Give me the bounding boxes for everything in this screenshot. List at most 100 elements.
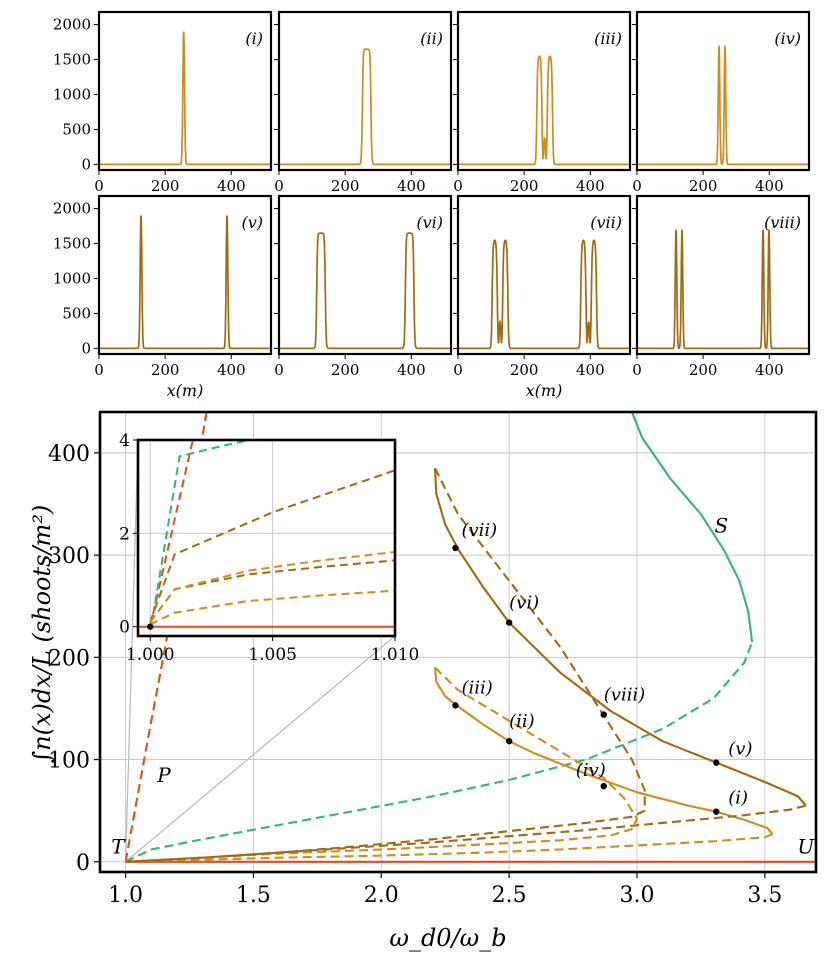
inset-bg <box>138 440 395 636</box>
panel-frame <box>635 194 811 356</box>
series-3 <box>125 641 754 863</box>
marker-label: (ii) <box>509 711 535 732</box>
x-tick-label: 400 <box>397 361 426 379</box>
marker-v <box>713 759 720 766</box>
x-tick-label: 0 <box>453 361 463 379</box>
density-curve <box>637 45 809 166</box>
y-tick-label: 300 <box>48 544 90 569</box>
x-tick-label: 200 <box>331 361 360 379</box>
panel-vii: 0 200 400 (vii) x(m) <box>453 194 632 400</box>
marker-label: (iii) <box>461 677 492 698</box>
x-tick-label: 200 <box>151 177 180 195</box>
x-tick-label: 200 <box>689 177 718 195</box>
region-label-P: P <box>156 763 171 787</box>
zoom-line <box>124 439 139 862</box>
inset-series-6 <box>149 589 395 626</box>
inset-series-1 <box>149 440 194 627</box>
x-tick-label: 1.0 <box>108 883 143 908</box>
panel-viii: 0 200 400 (viii) <box>632 194 811 379</box>
y-tick-label: 2000 <box>53 16 91 34</box>
marker-vii <box>452 544 459 552</box>
series-2 <box>630 412 754 643</box>
marker-label: (viii) <box>604 685 645 706</box>
marker-iv <box>600 782 607 790</box>
zoom-line <box>125 635 396 863</box>
y-tick-label: 100 <box>48 749 90 774</box>
inset-origin-marker <box>147 623 154 630</box>
density-curve <box>279 232 451 350</box>
y-tick-label: 0 <box>81 155 91 173</box>
panel-v: 0 200 400 0 500 1000 1500 2000 (v) x(m) <box>53 194 273 400</box>
series-5 <box>125 833 773 863</box>
marker-vi <box>505 619 513 626</box>
x-tick-label: 400 <box>576 361 605 379</box>
x-tick-label: 200 <box>510 177 539 195</box>
marker-label: (i) <box>728 788 748 809</box>
x-tick-label: 400 <box>217 177 246 195</box>
x-tick-label: 400 <box>217 361 246 379</box>
panel-frame <box>635 10 811 172</box>
x-tick-label: 1.5 <box>236 883 271 908</box>
y-tick-label: 400 <box>48 442 90 467</box>
panel-label: (v) <box>241 213 263 232</box>
x-tick-label: 2.5 <box>492 883 527 908</box>
marker-iii <box>452 702 459 709</box>
x-tick-label: 3.0 <box>620 883 655 908</box>
x-axis-label: ω_d0/ω_b <box>389 924 506 952</box>
x-tick-label: 400 <box>576 177 605 195</box>
panel-frame <box>277 10 453 172</box>
y-tick-label: 500 <box>62 304 91 322</box>
panel-label: (ii) <box>420 29 443 48</box>
marker-viii <box>600 711 607 718</box>
density-curve <box>99 215 271 350</box>
density-curve <box>637 229 809 350</box>
x-tick-label: 0 <box>94 177 104 195</box>
x-tick-label: 200 <box>331 177 360 195</box>
density-curve <box>279 48 451 166</box>
marker-label: (vi) <box>509 593 539 614</box>
y-tick-label: 1000 <box>53 269 91 287</box>
inset-x-tick-label: 1.005 <box>248 645 297 665</box>
panel-label: (vii) <box>590 213 622 232</box>
inset-curves <box>138 440 395 628</box>
x-tick-label: 2.0 <box>364 883 399 908</box>
density-curve <box>458 55 630 166</box>
inset-y-tick-label: 0 <box>119 618 130 638</box>
inset: 1.000 1.005 1.010 0 2 4 <box>119 431 419 665</box>
marker-label: (vii) <box>461 520 497 541</box>
y-tick-label: 1500 <box>53 235 91 253</box>
x-tick-label: 200 <box>151 361 180 379</box>
region-label-S: S <box>715 514 729 538</box>
panel-label: (iii) <box>594 29 622 48</box>
x-tick-label: 0 <box>453 177 463 195</box>
x-axis-label: x(m) <box>167 381 204 400</box>
inset-series-5 <box>149 551 395 623</box>
panel-label: (vi) <box>416 213 443 232</box>
x-tick-label: 0 <box>632 361 642 379</box>
inset-x-tick-label: 1.000 <box>126 645 175 665</box>
x-tick-label: 400 <box>755 177 784 195</box>
x-tick-label: 0 <box>94 361 104 379</box>
x-tick-label: 400 <box>755 361 784 379</box>
x-axis-label: x(m) <box>526 381 563 400</box>
panel-i: 0 200 400 0 500 1000 1500 2000 (i) <box>53 10 273 195</box>
marker-i <box>713 808 720 815</box>
panel-iv: 0 200 400 (iv) <box>632 10 811 195</box>
y-axis-label: ∫n(x)dx/L (shoots/m²) <box>28 505 56 764</box>
x-tick-label: 200 <box>689 361 718 379</box>
x-tick-label: 200 <box>510 361 539 379</box>
y-tick-label: 0 <box>81 339 91 357</box>
marker-ii <box>505 737 513 745</box>
main-plot: (i) (ii) (iii) (iv) (v) (vi) (vii) (viii) T P S U 1.… <box>28 410 818 952</box>
panel-frame <box>456 194 632 356</box>
panel-frame <box>97 194 273 356</box>
series-4 <box>433 667 774 835</box>
x-tick-label: 3.5 <box>747 883 782 908</box>
y-tick-label: 0 <box>76 851 90 876</box>
marker-label: (iv) <box>576 760 606 781</box>
panel-frame <box>97 10 273 172</box>
y-tick-label: 1000 <box>53 85 91 103</box>
series-7 <box>433 468 807 807</box>
region-label-U: U <box>797 835 815 859</box>
inset-frame <box>136 438 397 638</box>
